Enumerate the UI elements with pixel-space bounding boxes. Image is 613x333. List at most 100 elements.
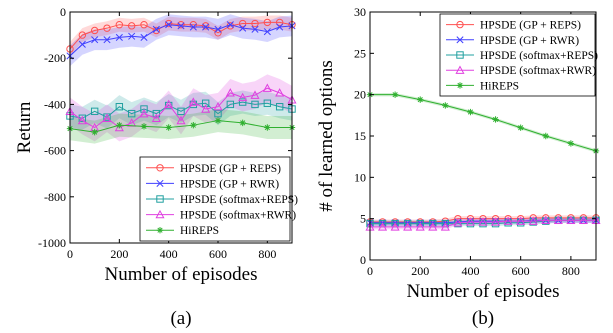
panel-caption: (a) bbox=[170, 308, 191, 329]
legend-entry: HiREPS bbox=[146, 225, 219, 237]
data-point bbox=[128, 32, 136, 40]
data-point bbox=[541, 215, 551, 225]
series-line bbox=[370, 219, 596, 228]
data-point bbox=[417, 96, 424, 103]
data-point bbox=[139, 108, 149, 118]
legend-entry: HiREPS bbox=[446, 80, 519, 92]
data-point bbox=[264, 124, 271, 131]
data-point bbox=[190, 121, 197, 129]
data-point bbox=[403, 222, 413, 231]
chart-b: 0 200 400 600 800 0 5 10 15 20 25 30 Number of episo… bbox=[316, 5, 601, 329]
data-point bbox=[116, 121, 123, 129]
data-point bbox=[140, 105, 148, 113]
data-point bbox=[201, 104, 211, 113]
data-point bbox=[189, 21, 198, 29]
data-point bbox=[442, 102, 449, 109]
y-tick-label: 5 bbox=[360, 212, 366, 226]
y-axis-label: Return bbox=[14, 101, 35, 153]
data-point bbox=[78, 31, 87, 39]
data-point bbox=[578, 215, 588, 225]
legend-marker bbox=[156, 179, 164, 187]
legend: HPSDE (GP + REPS) HPSDE (GP + RWR) HPSDE (… bbox=[439, 13, 598, 97]
data-point bbox=[90, 107, 99, 116]
legend-label: HPSDE (softmax+RWR) bbox=[180, 210, 296, 222]
band-3 bbox=[70, 90, 292, 130]
series-line bbox=[69, 120, 292, 133]
data-point bbox=[528, 216, 538, 225]
data-point bbox=[176, 115, 186, 125]
legend-marker bbox=[156, 227, 164, 234]
data-point bbox=[467, 108, 474, 116]
data-point bbox=[77, 115, 87, 125]
y-tick-label: -800 bbox=[44, 190, 66, 204]
legend-entry: HPSDE (softmax+RWR) bbox=[446, 65, 596, 77]
axes-frame bbox=[69, 11, 293, 244]
series-4 bbox=[365, 215, 601, 231]
y-tick-label: -200 bbox=[44, 51, 66, 65]
x-tick-label: 200 bbox=[411, 264, 429, 278]
chart-a: 0 200 400 600 800 0 -200 -400 -600 -800 -1000 Numbe… bbox=[14, 5, 298, 329]
data-point bbox=[453, 218, 463, 227]
data-point bbox=[115, 21, 124, 29]
data-point bbox=[140, 33, 148, 41]
legend-entry: HPSDE (softmax+RWR) bbox=[146, 210, 296, 222]
legend-label: HPSDE (softmax+REPS) bbox=[480, 50, 598, 62]
data-point bbox=[238, 92, 248, 102]
data-point bbox=[103, 24, 111, 32]
legend-entry: HPSDE (softmax+REPS) bbox=[146, 194, 298, 206]
data-point bbox=[201, 22, 210, 30]
x-tick-label: 600 bbox=[209, 247, 227, 261]
data-point bbox=[127, 22, 136, 30]
data-point bbox=[90, 26, 99, 35]
series-line bbox=[69, 101, 293, 119]
data-point bbox=[238, 98, 247, 106]
data-point bbox=[516, 214, 525, 223]
data-point bbox=[78, 40, 86, 48]
data-point bbox=[177, 21, 185, 29]
legend-label: HiREPS bbox=[180, 225, 219, 237]
x-tick-label: 400 bbox=[461, 264, 479, 278]
series-4 bbox=[65, 83, 297, 132]
data-point bbox=[251, 25, 259, 33]
series-line bbox=[69, 21, 293, 50]
x-tick-label: 800 bbox=[562, 264, 580, 278]
data-point bbox=[440, 222, 450, 231]
data-point bbox=[140, 21, 148, 29]
data-point bbox=[517, 124, 524, 131]
legend-entry: HPSDE (GP + RWR) bbox=[446, 35, 579, 47]
x-tick-label: 800 bbox=[258, 247, 276, 261]
y-tick-label: 20 bbox=[354, 88, 366, 102]
data-point bbox=[164, 19, 173, 28]
data-point bbox=[378, 222, 388, 231]
data-point bbox=[165, 21, 173, 29]
series-line bbox=[370, 94, 597, 152]
data-point bbox=[140, 123, 148, 130]
data-point bbox=[226, 21, 234, 29]
data-point bbox=[478, 217, 488, 226]
legend-label: HPSDE (GP + RWR) bbox=[180, 178, 279, 190]
y-tick-label: 30 bbox=[354, 5, 366, 19]
data-point bbox=[127, 109, 136, 118]
legend-entry: HPSDE (GP + RWR) bbox=[146, 178, 279, 190]
data-point bbox=[214, 117, 222, 124]
x-axis-label: Number of episodes bbox=[406, 281, 559, 302]
data-point bbox=[262, 83, 272, 92]
x-axis-label: Number of episodes bbox=[104, 264, 257, 285]
data-point bbox=[91, 36, 99, 44]
data-point bbox=[491, 217, 501, 226]
y-tick-label: 0 bbox=[60, 5, 66, 19]
series-line bbox=[69, 87, 293, 129]
data-point bbox=[391, 91, 399, 98]
legend-label: HiREPS bbox=[480, 80, 519, 92]
y-tick-label: -600 bbox=[44, 144, 66, 158]
y-tick-label: -400 bbox=[44, 97, 66, 111]
x-tick-label: 0 bbox=[67, 247, 73, 261]
legend-entry: HPSDE (softmax+REPS) bbox=[446, 50, 598, 62]
legend-marker bbox=[155, 209, 165, 219]
data-point bbox=[213, 101, 223, 111]
y-axis-label: # of learned options bbox=[316, 60, 337, 211]
data-point bbox=[250, 90, 260, 99]
panel-caption: (b) bbox=[472, 308, 494, 329]
series-5 bbox=[366, 91, 600, 155]
data-point bbox=[238, 19, 247, 28]
